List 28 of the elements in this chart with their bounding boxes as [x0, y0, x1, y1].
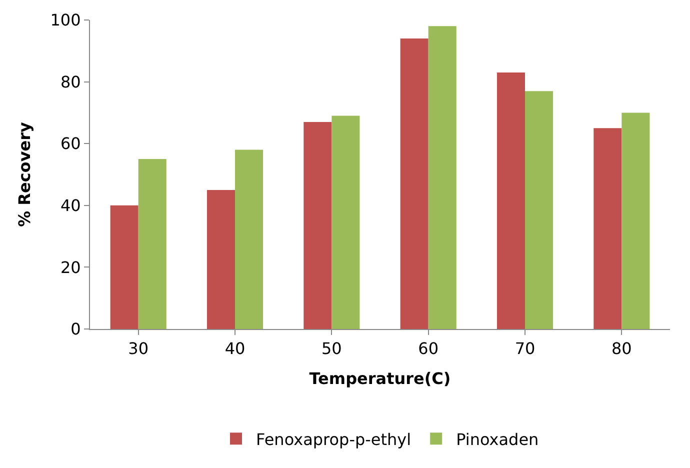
x-tick-label: 60	[418, 339, 439, 358]
x-tick-label: 30	[128, 339, 149, 358]
y-axis-title: % Recovery	[15, 122, 34, 227]
y-tick-label: 0	[70, 320, 81, 339]
bar	[138, 159, 166, 329]
x-tick-label: 40	[224, 339, 246, 358]
bar	[622, 112, 650, 329]
x-tick-label: 50	[321, 339, 342, 358]
y-tick-label: 40	[60, 196, 81, 215]
bar	[332, 116, 360, 329]
y-tick-label: 20	[60, 258, 81, 277]
legend-label: Fenoxaprop-p-ethyl	[256, 430, 412, 449]
bar	[235, 150, 264, 329]
y-tick-label: 60	[60, 134, 81, 154]
bar	[110, 205, 138, 329]
x-tick-label: 70	[514, 339, 536, 358]
y-tick-label: 80	[60, 72, 81, 92]
x-axis-title: Temperature(C)	[309, 368, 451, 388]
bar	[496, 72, 525, 329]
bar	[206, 190, 235, 329]
bar	[428, 26, 456, 329]
legend-label: Pinoxaden	[456, 430, 539, 449]
y-tick-label: 100	[50, 10, 81, 30]
bar	[594, 128, 622, 329]
bar	[400, 38, 428, 329]
x-tick-label: 80	[611, 339, 632, 358]
bar	[525, 91, 554, 329]
bar	[304, 122, 332, 329]
